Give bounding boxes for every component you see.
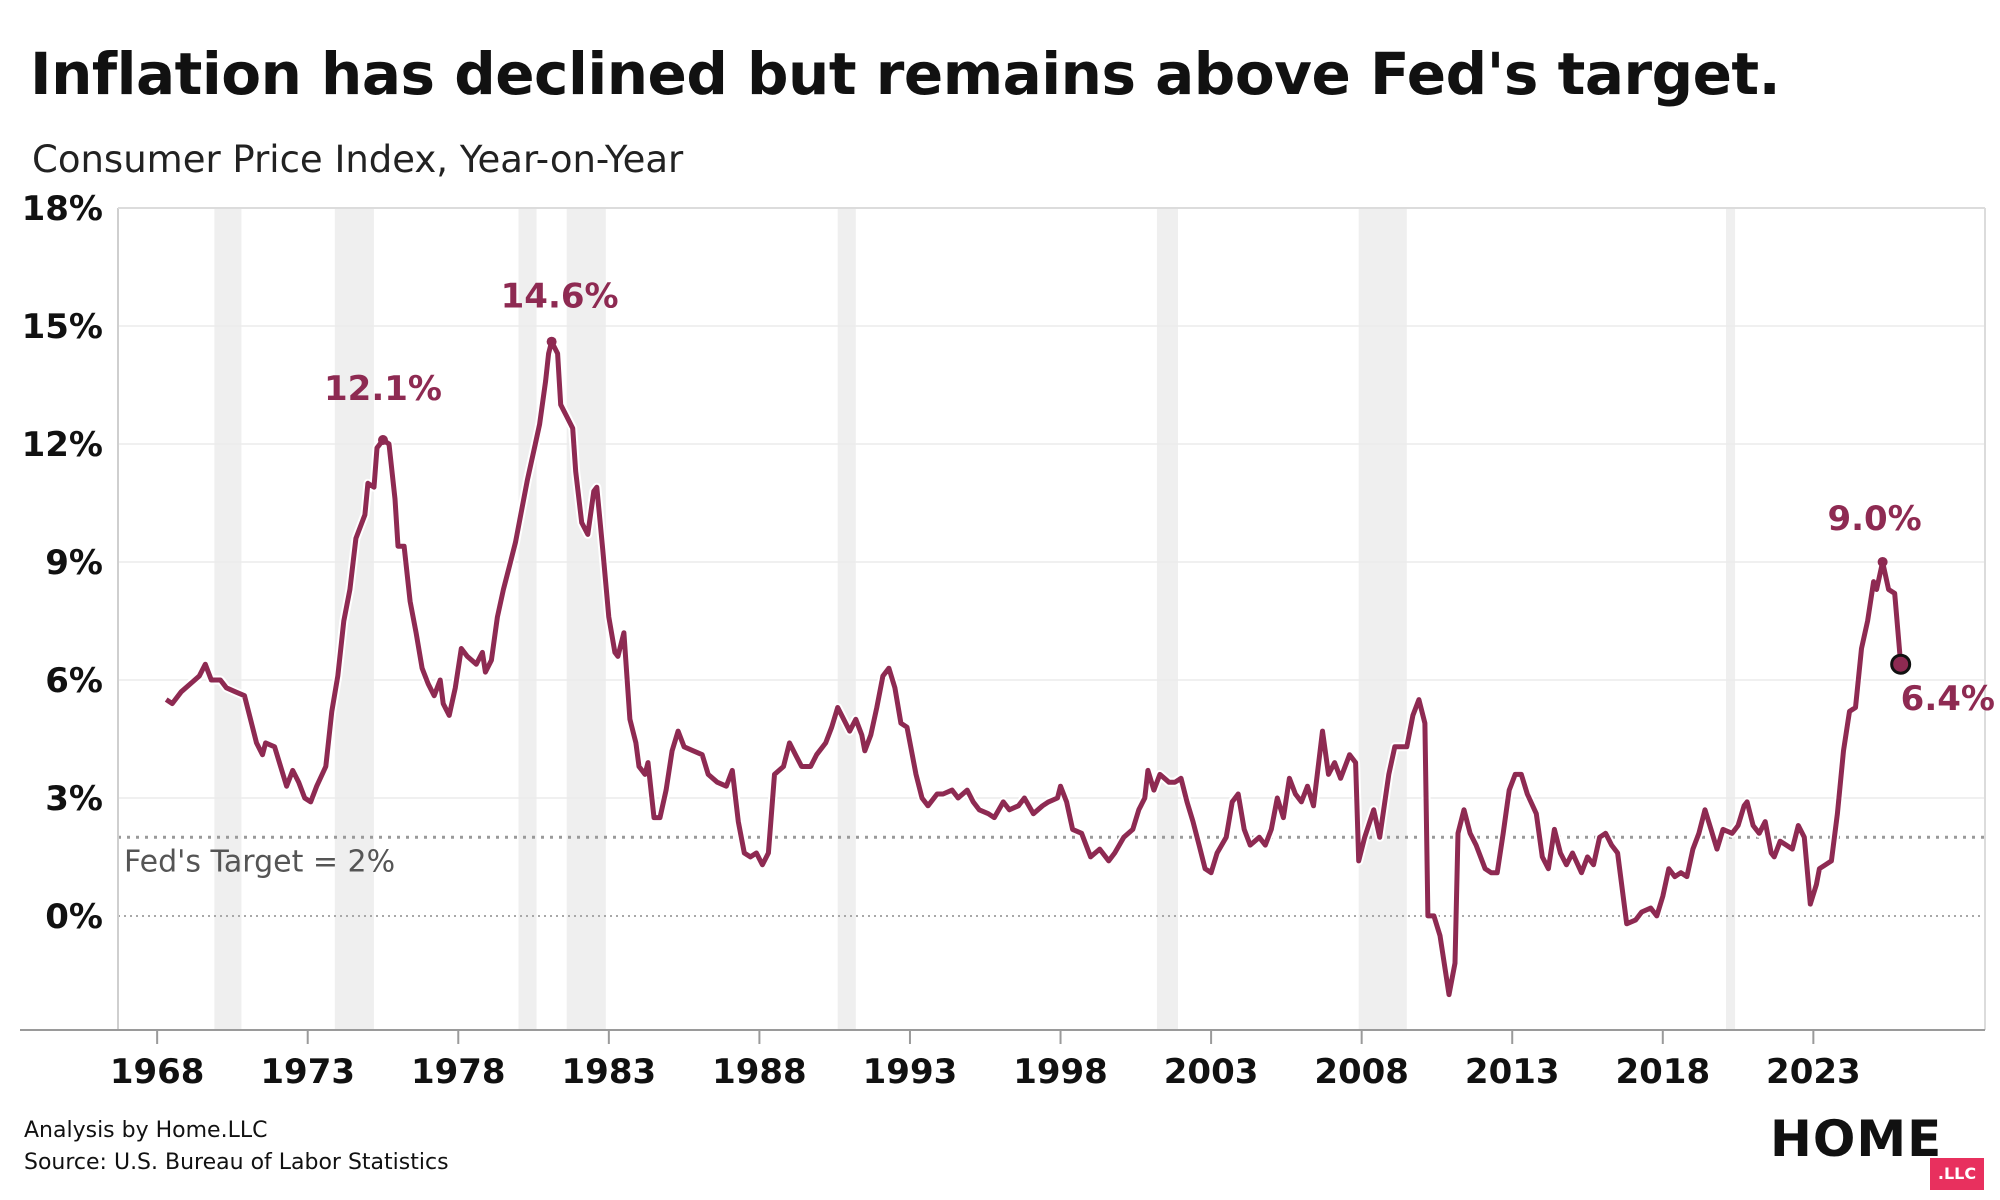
logo-badge: .LLC <box>1930 1158 1984 1190</box>
home-llc-logo: HOME .LLC <box>1770 1110 1990 1190</box>
analysis-credit: Analysis by Home.LLC <box>24 1118 268 1143</box>
x-tick-label: 2008 <box>1314 1052 1409 1092</box>
source-credit: Source: U.S. Bureau of Labor Statistics <box>24 1150 449 1175</box>
series-line <box>164 339 1904 998</box>
x-tick-label: 1973 <box>260 1052 355 1092</box>
current-value-marker <box>1890 653 1912 675</box>
x-tick-label: 1968 <box>110 1052 205 1092</box>
y-tick-label: 12% <box>22 425 103 465</box>
x-tick-label: 1978 <box>411 1052 506 1092</box>
x-tick-label: 2013 <box>1465 1052 1560 1092</box>
recession-band <box>214 208 242 1030</box>
annotation-label: 12.1% <box>324 369 442 409</box>
x-tick-label: 2018 <box>1615 1052 1710 1092</box>
x-tick-label: 1983 <box>562 1052 657 1092</box>
recession-band <box>566 208 606 1030</box>
annotations: 12.1% 14.6% 9.0% 6.4% <box>324 277 1995 720</box>
annotation-label: 9.0% <box>1827 499 1921 539</box>
logo-wordmark: HOME <box>1770 1110 1943 1168</box>
y-axis-ticks: 0% 3% 6% 9% 12% 15% 18% <box>22 189 103 937</box>
x-tick-label: 2023 <box>1766 1052 1861 1092</box>
y-tick-label: 0% <box>45 897 103 937</box>
x-tick-label: 1998 <box>1013 1052 1108 1092</box>
x-tick-label: 1988 <box>712 1052 807 1092</box>
recession-band <box>518 208 537 1030</box>
peak-marker <box>377 435 388 446</box>
y-tick-label: 9% <box>45 543 103 583</box>
y-tick-label: 18% <box>22 189 103 229</box>
fed-target-label: Fed's Target = 2% <box>124 844 395 879</box>
chart-subtitle: Consumer Price Index, Year-on-Year <box>32 138 684 181</box>
peak-marker <box>546 336 557 347</box>
y-tick-label: 15% <box>22 307 103 347</box>
annotation-label: 6.4% <box>1901 679 1995 719</box>
recession-band <box>1726 208 1736 1030</box>
annotation-label: 14.6% <box>501 277 619 317</box>
plot-frame <box>20 207 1986 1031</box>
x-axis-ticks: 1968 1973 1978 1983 1988 1993 1998 2003 2008 2013… <box>110 1030 1861 1092</box>
peak-marker <box>1877 556 1888 567</box>
x-tick-label: 1993 <box>863 1052 958 1092</box>
recession-band <box>1156 208 1178 1030</box>
series-line-halo <box>163 337 1906 1000</box>
recession-band <box>837 208 856 1030</box>
recession-band <box>1358 208 1407 1030</box>
x-tick-label: 2003 <box>1164 1052 1259 1092</box>
y-tick-label: 6% <box>45 661 103 701</box>
chart-title: Inflation has declined but remains above… <box>30 40 1781 108</box>
recession-bands <box>214 208 1736 1030</box>
y-tick-label: 3% <box>45 779 103 819</box>
